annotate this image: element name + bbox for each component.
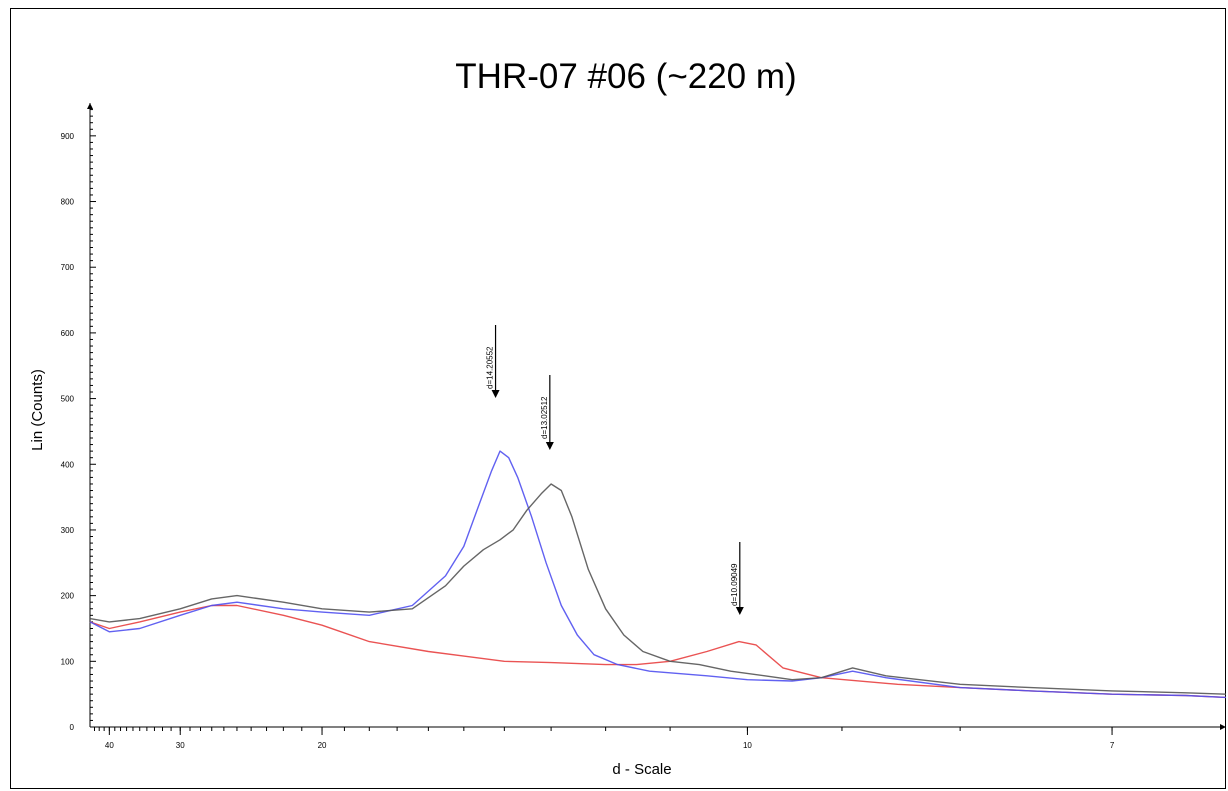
axes: 0 100 200 300 400 500 600 700 800 900 40 30 20 10 7 bbox=[61, 103, 1226, 750]
y-tick-label: 600 bbox=[61, 329, 75, 338]
chart-title: THR-07 #06 (~220 m) bbox=[455, 57, 796, 96]
y-tick-label: 400 bbox=[61, 460, 75, 469]
y-axis-label: Lin (Counts) bbox=[29, 369, 46, 451]
annotation-arrow-head bbox=[545, 442, 554, 450]
y-tick-label: 700 bbox=[61, 263, 75, 272]
y-axis-arrow bbox=[87, 103, 93, 109]
x-tick-label: 20 bbox=[318, 741, 327, 750]
x-tick-label: 7 bbox=[1110, 741, 1115, 750]
series-group bbox=[89, 450, 1227, 699]
annotation-arrow-head bbox=[735, 607, 744, 615]
x-tick-label: 10 bbox=[743, 741, 752, 750]
y-tick-label: 900 bbox=[61, 132, 75, 141]
y-tick-label: 200 bbox=[61, 592, 75, 601]
x-tick-label: 30 bbox=[176, 741, 185, 750]
annotation-label: d=14.20552 bbox=[486, 346, 495, 389]
x-axis-label: d - Scale bbox=[612, 761, 671, 778]
x-axis-arrow bbox=[1220, 724, 1226, 730]
series-line-2 bbox=[89, 450, 1227, 699]
y-tick-label: 100 bbox=[61, 657, 75, 666]
annotations-group: d=14.20552 d=13.02512 d=10.09049 bbox=[486, 325, 744, 615]
y-tick-label: 800 bbox=[61, 198, 75, 207]
y-tick-label: 300 bbox=[61, 526, 75, 535]
series-line-3 bbox=[89, 483, 1227, 695]
series-line-1 bbox=[89, 604, 1227, 699]
x-tick-label: 40 bbox=[105, 741, 114, 750]
y-tick-label: 500 bbox=[61, 395, 75, 404]
annotation-label: d=10.09049 bbox=[730, 563, 739, 606]
annotation-arrow-head bbox=[491, 390, 500, 398]
chart-frame bbox=[10, 8, 1226, 789]
annotation-label: d=13.02512 bbox=[540, 396, 549, 439]
y-tick-label: 0 bbox=[70, 723, 75, 732]
